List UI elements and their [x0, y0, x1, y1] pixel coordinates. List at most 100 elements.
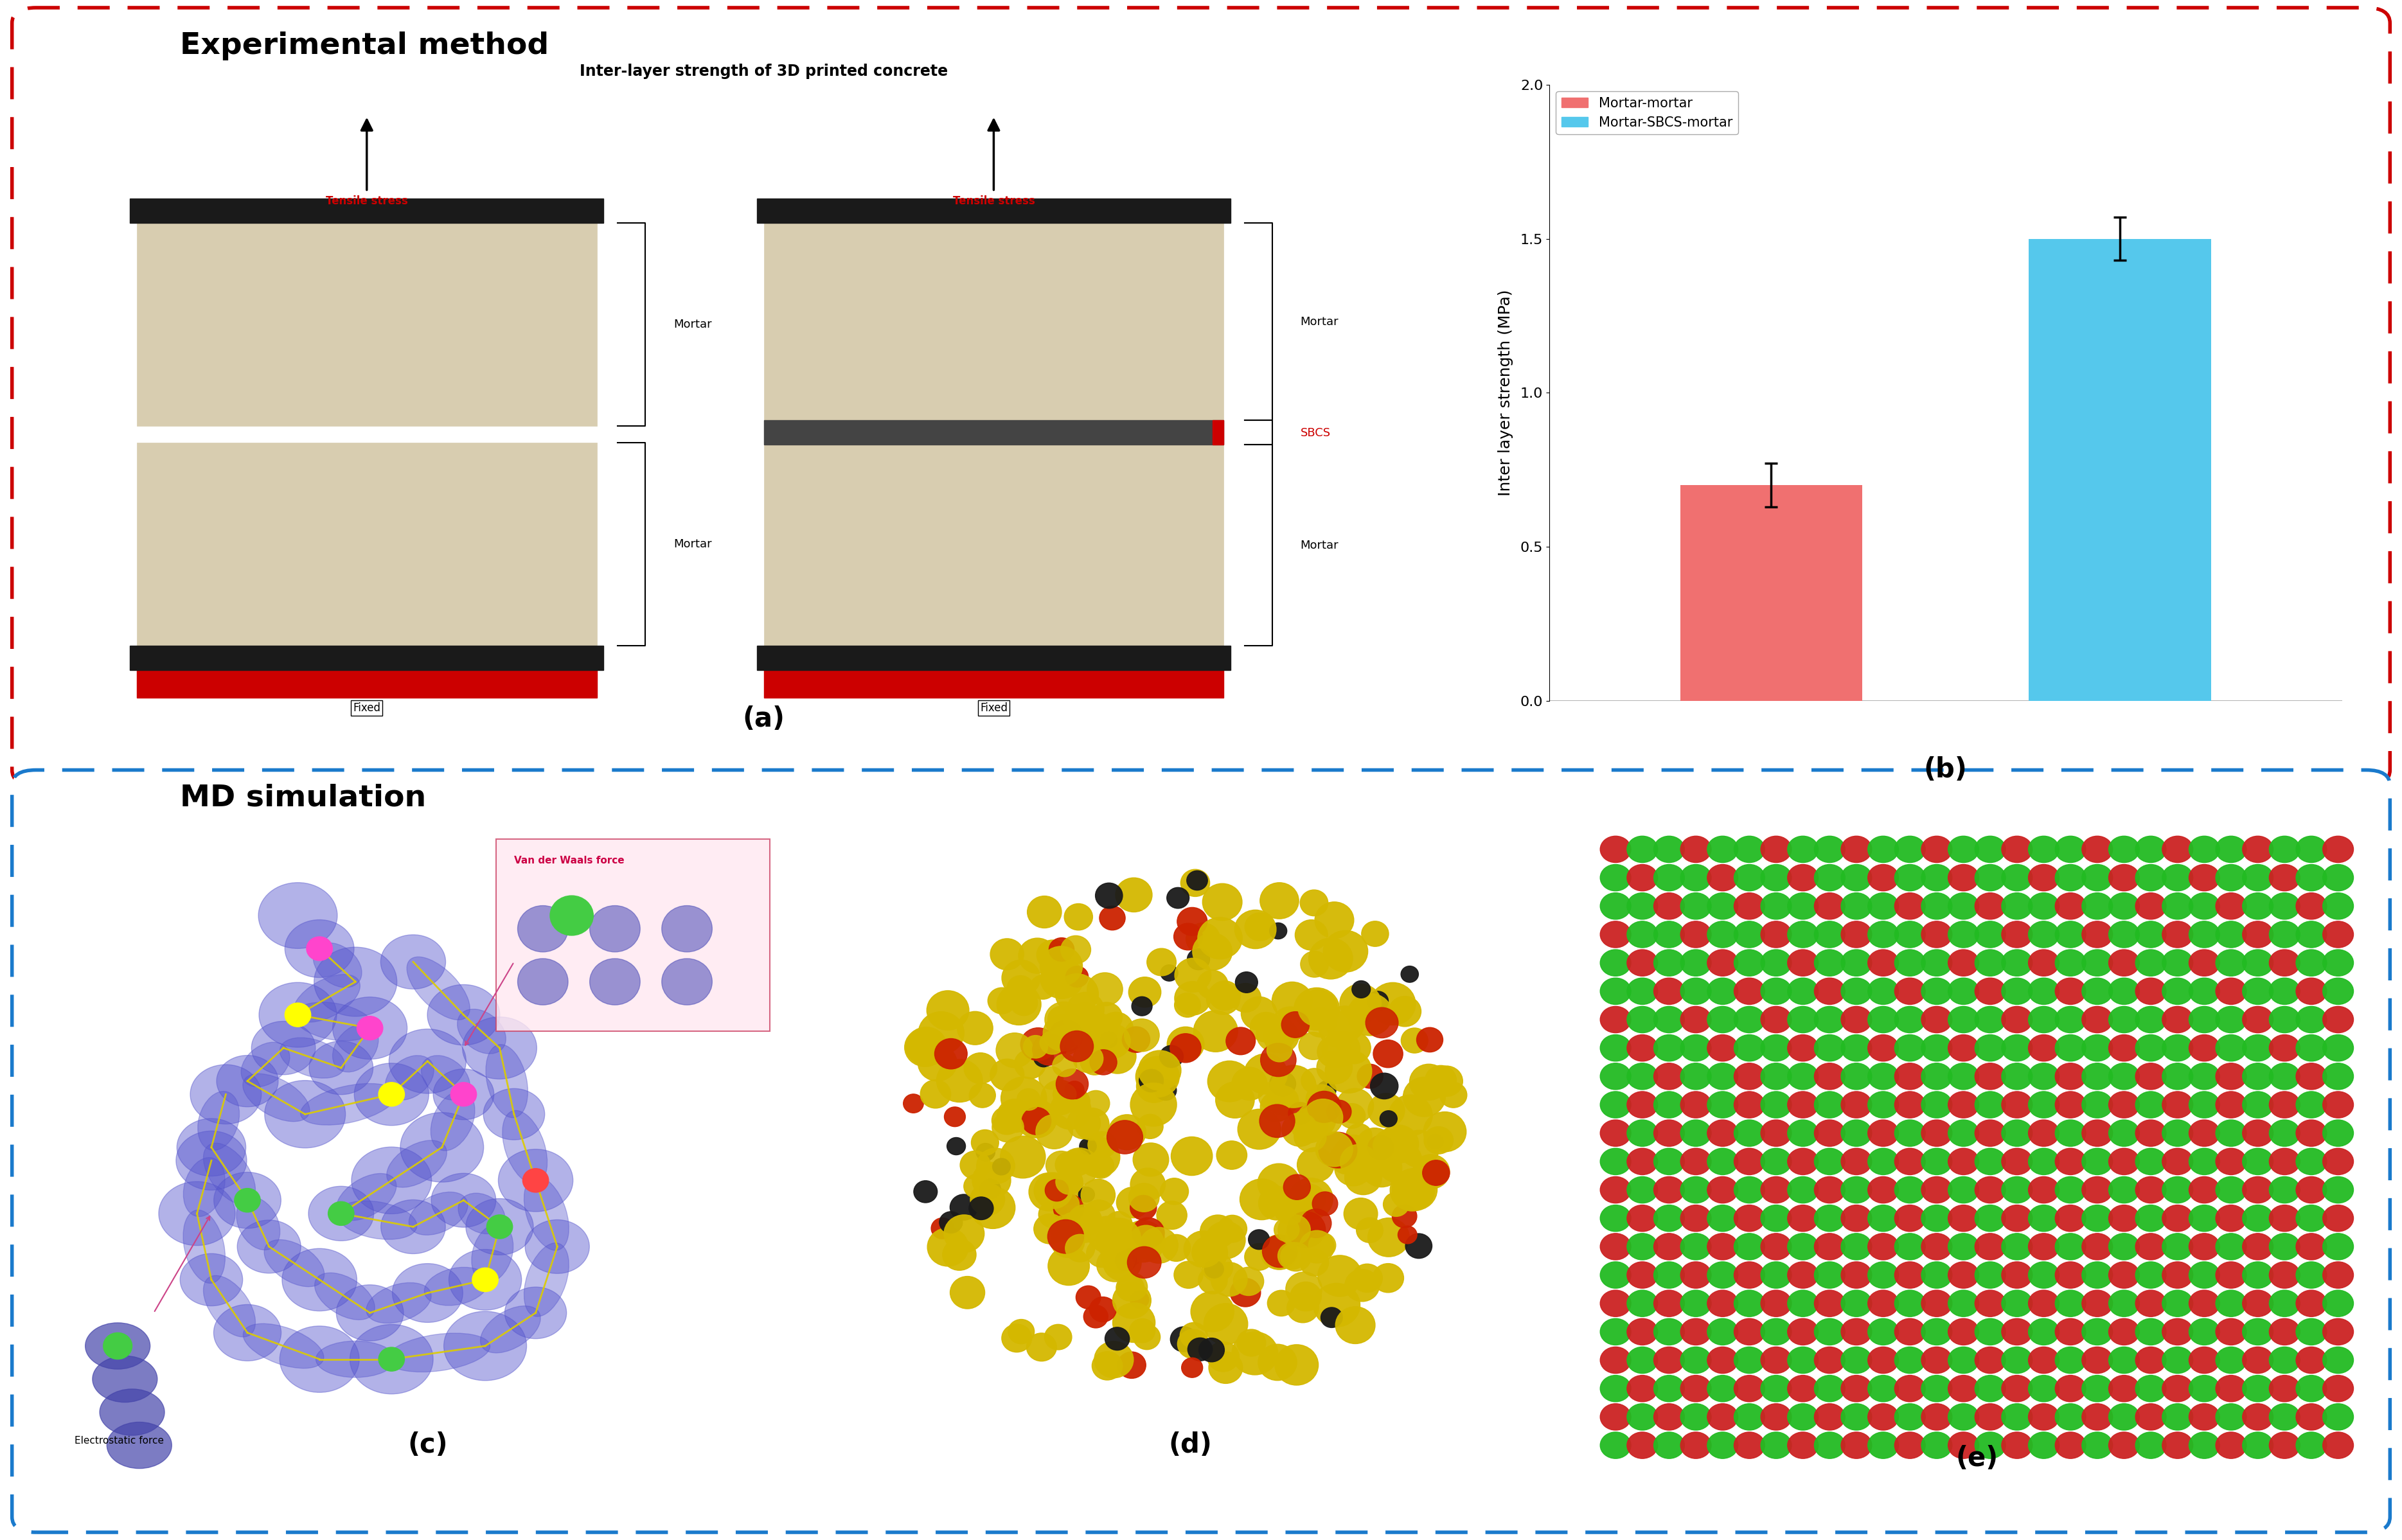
Circle shape	[1895, 1120, 1926, 1146]
Circle shape	[1160, 1046, 1184, 1067]
Circle shape	[1681, 1403, 1710, 1431]
Circle shape	[550, 896, 593, 935]
Circle shape	[2243, 978, 2272, 1004]
Circle shape	[1974, 950, 2006, 976]
Circle shape	[1350, 1153, 1376, 1180]
Circle shape	[1122, 1221, 1165, 1263]
Circle shape	[1191, 1235, 1227, 1269]
Circle shape	[2001, 1291, 2032, 1317]
Circle shape	[1626, 978, 1657, 1004]
Circle shape	[1814, 1403, 1845, 1431]
Circle shape	[2215, 1318, 2246, 1344]
Circle shape	[1244, 1243, 1273, 1270]
Circle shape	[1352, 981, 1372, 998]
Circle shape	[329, 1201, 353, 1226]
Circle shape	[1028, 896, 1062, 929]
Circle shape	[2135, 864, 2167, 892]
Ellipse shape	[235, 1197, 281, 1250]
Circle shape	[1922, 1035, 1953, 1061]
Circle shape	[2027, 836, 2059, 862]
Circle shape	[1948, 1204, 1979, 1232]
Ellipse shape	[315, 1274, 375, 1320]
Circle shape	[1869, 1375, 1898, 1401]
Circle shape	[1134, 1143, 1170, 1177]
Circle shape	[1869, 1177, 1898, 1203]
Circle shape	[1160, 964, 1177, 981]
Circle shape	[1787, 1177, 1818, 1203]
Circle shape	[1708, 1432, 1739, 1458]
Circle shape	[1787, 1348, 1818, 1374]
Circle shape	[2027, 921, 2059, 947]
Ellipse shape	[91, 1355, 159, 1403]
Circle shape	[1681, 836, 1710, 862]
Circle shape	[1187, 922, 1220, 955]
Bar	[764, 223, 1223, 420]
Circle shape	[1708, 1403, 1739, 1431]
Circle shape	[2109, 1234, 2140, 1260]
Ellipse shape	[331, 1024, 380, 1072]
Circle shape	[906, 1029, 946, 1067]
Circle shape	[591, 906, 641, 952]
Circle shape	[1761, 1149, 1792, 1175]
Circle shape	[1009, 1320, 1035, 1344]
Ellipse shape	[204, 1143, 255, 1204]
Circle shape	[2162, 1291, 2193, 1317]
Circle shape	[2270, 1234, 2301, 1260]
Circle shape	[1761, 893, 1792, 919]
Circle shape	[2296, 1204, 2328, 1232]
Circle shape	[939, 1212, 963, 1234]
Circle shape	[1653, 1375, 1684, 1401]
Circle shape	[2109, 864, 2140, 892]
Circle shape	[2296, 921, 2328, 947]
Circle shape	[997, 984, 1040, 1026]
Circle shape	[1895, 864, 1926, 892]
Circle shape	[1895, 921, 1926, 947]
Circle shape	[951, 1195, 978, 1220]
Circle shape	[2027, 1120, 2059, 1146]
Circle shape	[2083, 950, 2114, 976]
Circle shape	[1948, 1291, 1979, 1317]
Circle shape	[1191, 1292, 1235, 1332]
Circle shape	[1002, 959, 1040, 996]
Circle shape	[1922, 950, 1953, 976]
Circle shape	[2323, 1063, 2354, 1090]
Circle shape	[2109, 893, 2140, 919]
Circle shape	[918, 1044, 956, 1081]
Circle shape	[1319, 1255, 1362, 1297]
Circle shape	[1761, 1204, 1792, 1232]
Circle shape	[2215, 1261, 2246, 1289]
Circle shape	[2056, 1120, 2085, 1146]
Circle shape	[2056, 921, 2085, 947]
Circle shape	[1922, 1092, 1953, 1118]
Circle shape	[1098, 1247, 1134, 1281]
Circle shape	[1203, 884, 1242, 921]
Circle shape	[1299, 1032, 1328, 1060]
Circle shape	[1064, 1149, 1091, 1175]
Circle shape	[1761, 836, 1792, 862]
Circle shape	[2215, 921, 2246, 947]
Circle shape	[2001, 1318, 2032, 1344]
Circle shape	[1129, 1226, 1163, 1258]
Circle shape	[2135, 978, 2167, 1004]
Circle shape	[2296, 1348, 2328, 1374]
Ellipse shape	[524, 1243, 569, 1317]
Circle shape	[2323, 978, 2354, 1004]
Circle shape	[1895, 1318, 1926, 1344]
Circle shape	[1734, 836, 1765, 862]
Ellipse shape	[351, 1324, 432, 1394]
Circle shape	[1091, 1003, 1122, 1032]
Circle shape	[1761, 1006, 1792, 1033]
Circle shape	[1974, 864, 2006, 892]
Bar	[757, 645, 1230, 670]
Circle shape	[1681, 950, 1710, 976]
Circle shape	[1218, 1215, 1247, 1243]
Circle shape	[2296, 1432, 2328, 1458]
Circle shape	[1398, 1169, 1427, 1195]
Circle shape	[1093, 1024, 1131, 1058]
Circle shape	[1869, 1432, 1898, 1458]
Circle shape	[2215, 1006, 2246, 1033]
Circle shape	[1206, 1260, 1223, 1278]
Circle shape	[1119, 1274, 1148, 1300]
Circle shape	[2001, 1204, 2032, 1232]
Bar	[137, 442, 596, 645]
